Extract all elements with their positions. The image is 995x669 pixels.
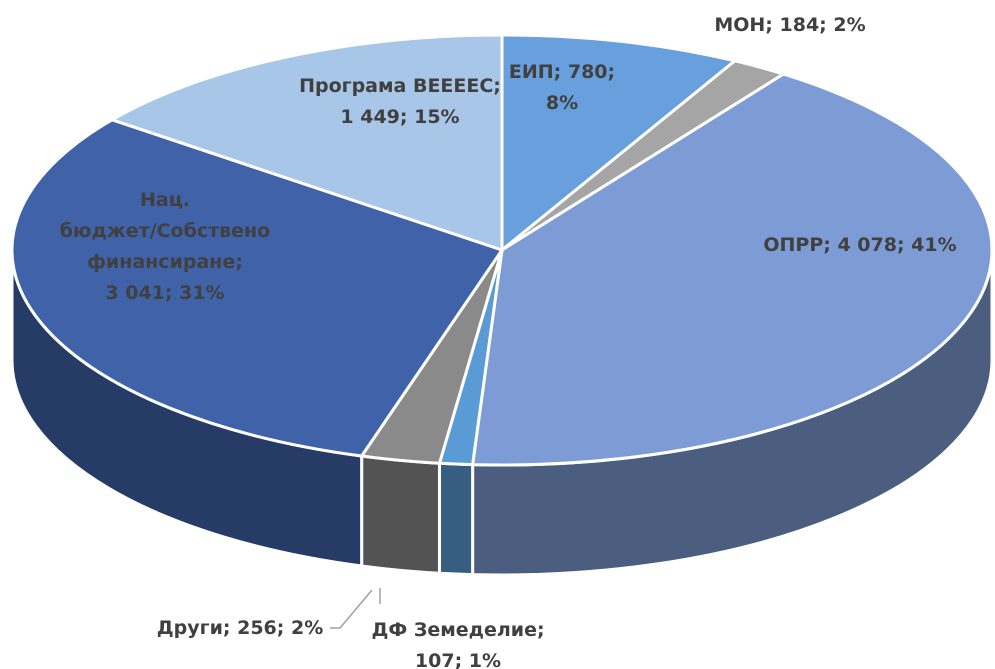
data-label: Други; 256; 2%: [157, 617, 324, 639]
leader-line: [330, 589, 373, 629]
data-label-line: Други; 256; 2%: [157, 617, 324, 639]
data-label: Програма ВЕЕЕЕС; 1 449; 15%: [299, 75, 501, 128]
slice: [470, 72, 994, 467]
data-label: Нац. бюджет/Собствено финансиране; 3 041; 3…: [60, 189, 270, 304]
slice: [108, 33, 504, 253]
data-label-line: бюджет/Собствено: [60, 220, 270, 242]
data-label: ОПРР; 4 078; 41%: [763, 234, 956, 256]
data-label-line: 107; 1%: [415, 650, 501, 669]
data-label-line: 1 449; 15%: [340, 106, 459, 128]
data-label-line: финансиране;: [87, 251, 243, 273]
slice-side: [360, 454, 441, 575]
data-label-line: Програма ВЕЕЕЕС;: [299, 75, 501, 97]
slice: [500, 33, 739, 254]
slice-side: [437, 461, 475, 577]
data-label-line: 3 041; 31%: [105, 282, 224, 304]
data-label-line: 8%: [546, 92, 578, 114]
data-label-line: Нац.: [140, 189, 190, 211]
data-label-line: ЕИП; 780;: [509, 61, 615, 83]
data-label-line: ДФ Земеделие;: [371, 619, 544, 641]
slice: [10, 118, 505, 458]
data-label-line: ОПРР; 4 078; 41%: [763, 234, 956, 256]
data-label: МОН; 184; 2%: [714, 14, 865, 36]
data-label-line: МОН; 184; 2%: [714, 14, 865, 36]
data-label: ЕИП; 780; 8%: [509, 61, 615, 114]
data-label: ДФ Земеделие; 107; 1%: [371, 619, 544, 669]
